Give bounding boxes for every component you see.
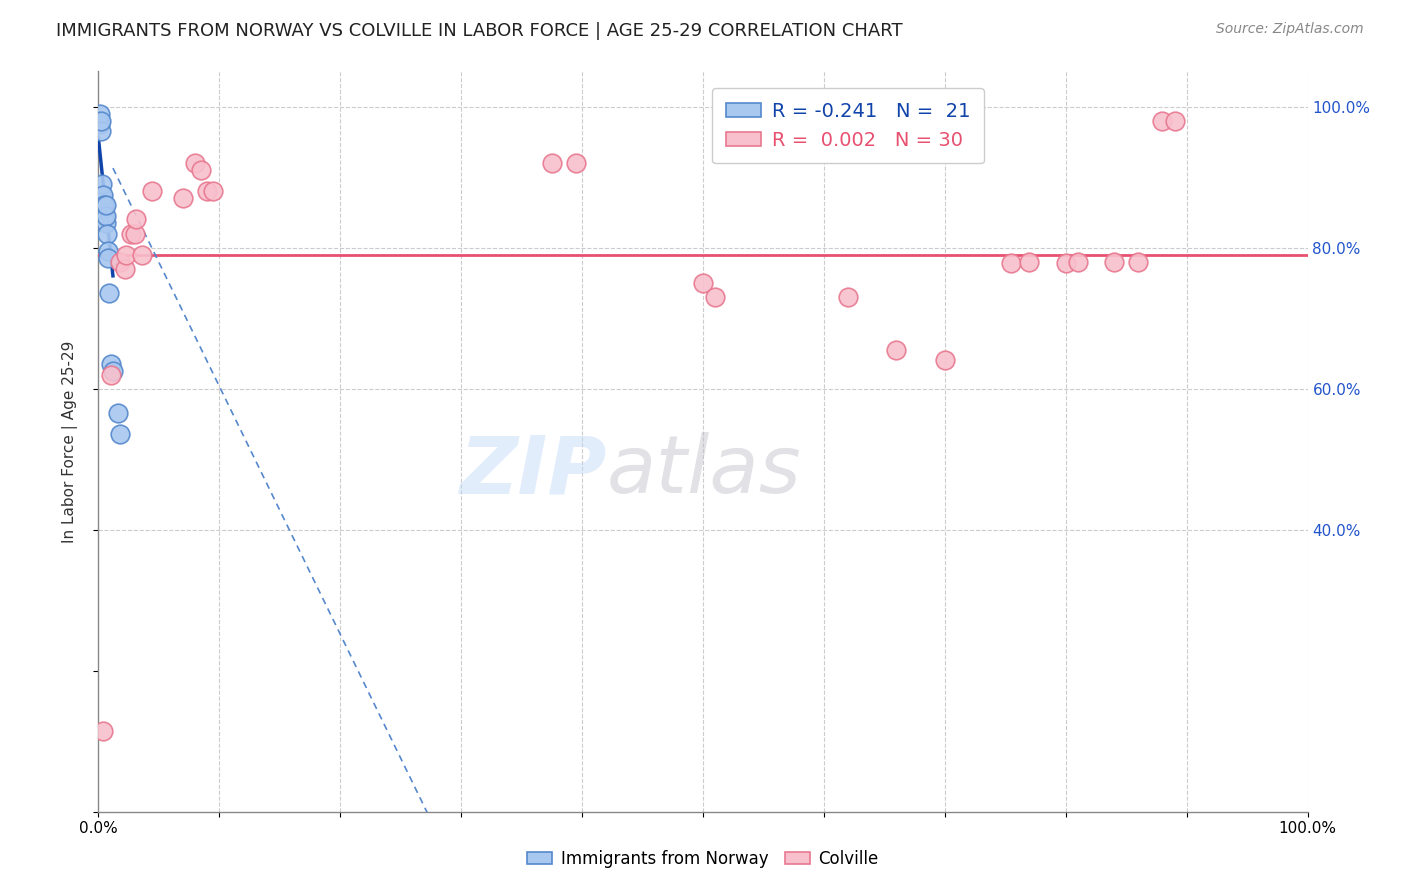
Point xyxy=(91,177,114,191)
Point xyxy=(98,286,121,301)
Point xyxy=(93,198,115,212)
Point xyxy=(704,290,727,304)
Point xyxy=(114,261,136,276)
Text: ZIP: ZIP xyxy=(458,432,606,510)
Point xyxy=(141,184,163,198)
Point xyxy=(1018,254,1040,268)
Point xyxy=(540,156,562,170)
Point xyxy=(90,124,112,138)
Point xyxy=(886,343,908,357)
Y-axis label: In Labor Force | Age 25-29: In Labor Force | Age 25-29 xyxy=(62,341,77,542)
Point xyxy=(184,156,207,170)
Point xyxy=(96,227,118,241)
Point xyxy=(90,113,112,128)
Legend: Immigrants from Norway, Colville: Immigrants from Norway, Colville xyxy=(520,844,886,875)
Point xyxy=(108,427,131,442)
Point xyxy=(93,209,115,223)
Legend: R = -0.241   N =  21, R =  0.002   N = 30: R = -0.241 N = 21, R = 0.002 N = 30 xyxy=(711,88,984,163)
Point xyxy=(108,254,131,268)
Point xyxy=(1152,113,1174,128)
Point xyxy=(934,353,956,368)
Point xyxy=(131,248,153,262)
Point xyxy=(837,290,859,304)
Point xyxy=(89,106,111,120)
Text: IMMIGRANTS FROM NORWAY VS COLVILLE IN LABOR FORCE | AGE 25-29 CORRELATION CHART: IMMIGRANTS FROM NORWAY VS COLVILLE IN LA… xyxy=(56,22,903,40)
Point xyxy=(97,251,120,265)
Point xyxy=(120,227,142,241)
Point xyxy=(190,163,212,178)
Point xyxy=(101,364,124,378)
Point xyxy=(1128,254,1150,268)
Text: atlas: atlas xyxy=(606,432,801,510)
Point xyxy=(107,406,129,420)
Point xyxy=(94,216,117,230)
Point xyxy=(97,244,120,259)
Point xyxy=(91,191,114,205)
Point xyxy=(100,368,122,382)
Point xyxy=(1067,254,1090,268)
Point xyxy=(91,202,114,216)
Point xyxy=(124,227,146,241)
Point xyxy=(202,184,225,198)
Point xyxy=(89,117,111,131)
Point xyxy=(94,198,117,212)
Point xyxy=(125,212,148,227)
Point xyxy=(1000,256,1022,270)
Point xyxy=(565,156,588,170)
Point xyxy=(91,723,114,738)
Text: Source: ZipAtlas.com: Source: ZipAtlas.com xyxy=(1216,22,1364,37)
Point xyxy=(100,357,122,371)
Point xyxy=(1102,254,1125,268)
Point xyxy=(94,209,117,223)
Point xyxy=(1163,113,1185,128)
Point xyxy=(115,248,138,262)
Point xyxy=(91,187,114,202)
Point xyxy=(195,184,218,198)
Point xyxy=(692,276,714,290)
Point xyxy=(1054,256,1077,270)
Point xyxy=(172,191,194,205)
